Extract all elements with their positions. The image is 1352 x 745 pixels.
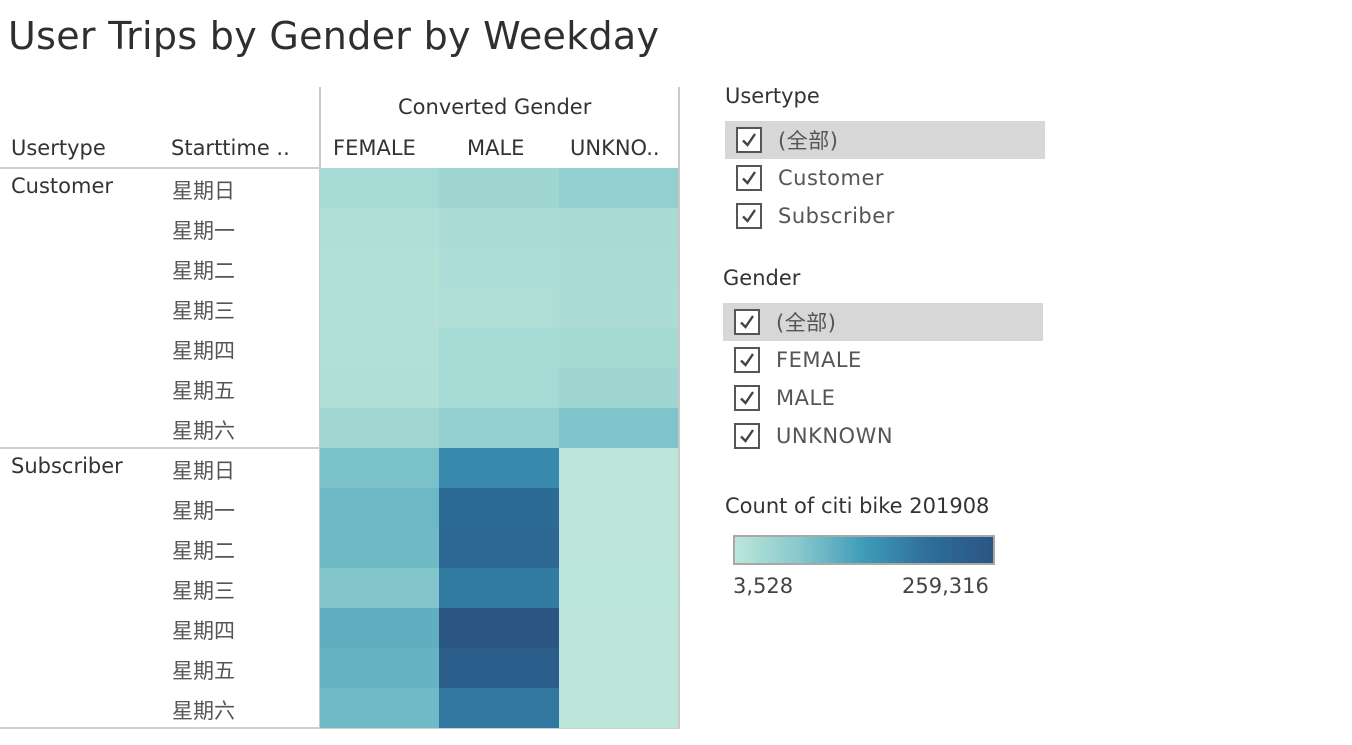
checkbox-checked-icon[interactable]	[734, 347, 760, 373]
row-label[interactable]: 星期三	[172, 579, 235, 603]
heatmap-cell[interactable]	[439, 368, 559, 408]
usertype-filter-title: Usertype	[725, 84, 820, 108]
usertype-filter-customer[interactable]: Customer	[725, 159, 1045, 197]
row-label[interactable]: 星期二	[172, 259, 235, 283]
heatmap-cell[interactable]	[439, 248, 559, 288]
filter-option-label: Customer	[778, 166, 885, 190]
heatmap-cell[interactable]	[439, 328, 559, 368]
heatmap-cell[interactable]	[439, 488, 559, 528]
heatmap-cell[interactable]	[559, 608, 678, 648]
heatmap-cell[interactable]	[439, 608, 559, 648]
heatmap-cell[interactable]	[559, 208, 678, 248]
heatmap-cell[interactable]	[439, 448, 559, 488]
heatmap-cell[interactable]	[320, 368, 439, 408]
gender-filter-unknown[interactable]: UNKNOWN	[723, 417, 1043, 455]
row-label[interactable]: 星期六	[172, 419, 235, 443]
heatmap-cell[interactable]	[559, 528, 678, 568]
heatmap-cell[interactable]	[320, 608, 439, 648]
col-header-female[interactable]: FEMALE	[333, 136, 416, 160]
row-label[interactable]: 星期一	[172, 219, 235, 243]
starttime-column-header[interactable]: Starttime ..	[171, 136, 290, 160]
legend-max-label: 259,316	[902, 574, 989, 598]
col-header-unknown[interactable]: UNKNO..	[570, 136, 660, 160]
chart-title: User Trips by Gender by Weekday	[8, 14, 660, 58]
heatmap-cell[interactable]	[320, 408, 439, 448]
filter-option-label: MALE	[776, 386, 836, 410]
gender-filter-all[interactable]: (全部)	[723, 303, 1043, 341]
row-label[interactable]: 星期五	[172, 379, 235, 403]
heatmap-cell[interactable]	[559, 688, 678, 728]
gender-filter-female[interactable]: FEMALE	[723, 341, 1043, 379]
heatmap-cell[interactable]	[559, 328, 678, 368]
gender-column-header: Converted Gender	[398, 95, 592, 119]
heatmap-cell[interactable]	[320, 488, 439, 528]
heatmap-cell[interactable]	[320, 448, 439, 488]
heatmap-cell[interactable]	[320, 688, 439, 728]
filter-option-label: FEMALE	[776, 348, 862, 372]
usertype-filter-all[interactable]: (全部)	[725, 121, 1045, 159]
heatmap-cell[interactable]	[559, 168, 678, 208]
row-group-subscriber[interactable]: Subscriber	[11, 454, 123, 478]
heatmap-cell[interactable]	[559, 248, 678, 288]
row-label[interactable]: 星期日	[172, 459, 235, 483]
heatmap-cell[interactable]	[559, 368, 678, 408]
header-divider-right	[678, 87, 680, 728]
col-header-male[interactable]: MALE	[467, 136, 525, 160]
checkbox-checked-icon[interactable]	[736, 203, 762, 229]
heatmap-grid	[320, 168, 678, 728]
legend-color-ramp	[733, 535, 995, 565]
gender-filter-male[interactable]: MALE	[723, 379, 1043, 417]
checkbox-checked-icon[interactable]	[734, 385, 760, 411]
heatmap-cell[interactable]	[559, 288, 678, 328]
group-divider-line	[0, 447, 320, 449]
heatmap-cell[interactable]	[439, 648, 559, 688]
heatmap-cell[interactable]	[320, 648, 439, 688]
heatmap-cell[interactable]	[320, 528, 439, 568]
checkbox-checked-icon[interactable]	[736, 127, 762, 153]
checkbox-checked-icon[interactable]	[736, 165, 762, 191]
heatmap-cell[interactable]	[439, 688, 559, 728]
heatmap-cell[interactable]	[320, 208, 439, 248]
heatmap-cell[interactable]	[559, 448, 678, 488]
heatmap-cell[interactable]	[439, 408, 559, 448]
usertype-column-header[interactable]: Usertype	[11, 136, 106, 160]
row-label[interactable]: 星期六	[172, 699, 235, 723]
checkbox-checked-icon[interactable]	[734, 423, 760, 449]
row-label[interactable]: 星期一	[172, 499, 235, 523]
heatmap-cell[interactable]	[320, 328, 439, 368]
heatmap-cell[interactable]	[439, 568, 559, 608]
heatmap-cell[interactable]	[439, 288, 559, 328]
heatmap-cell[interactable]	[559, 648, 678, 688]
filter-option-label: (全部)	[776, 311, 837, 335]
checkbox-checked-icon[interactable]	[734, 309, 760, 335]
heatmap-cell[interactable]	[439, 168, 559, 208]
legend-title: Count of citi bike 201908	[725, 494, 990, 518]
filter-option-label: UNKNOWN	[776, 424, 894, 448]
heatmap-cell[interactable]	[320, 168, 439, 208]
row-label[interactable]: 星期四	[172, 619, 235, 643]
header-bottom-line	[0, 167, 320, 169]
heatmap-cell[interactable]	[439, 528, 559, 568]
heatmap-cell[interactable]	[559, 568, 678, 608]
row-label[interactable]: 星期日	[172, 179, 235, 203]
usertype-filter-subscriber[interactable]: Subscriber	[725, 197, 1045, 235]
filter-option-label: Subscriber	[778, 204, 895, 228]
row-label[interactable]: 星期三	[172, 299, 235, 323]
legend-min-label: 3,528	[733, 574, 794, 598]
heatmap-cell[interactable]	[439, 208, 559, 248]
heatmap-cell[interactable]	[320, 248, 439, 288]
row-label[interactable]: 星期二	[172, 539, 235, 563]
row-label[interactable]: 星期五	[172, 659, 235, 683]
table-bottom-line	[0, 727, 680, 729]
heatmap-cell[interactable]	[559, 408, 678, 448]
row-group-customer[interactable]: Customer	[11, 174, 114, 198]
gender-filter-title: Gender	[723, 266, 801, 290]
heatmap-cell[interactable]	[320, 568, 439, 608]
heatmap-cell[interactable]	[320, 288, 439, 328]
heatmap-cell[interactable]	[559, 488, 678, 528]
filter-option-label: (全部)	[778, 129, 839, 153]
row-label[interactable]: 星期四	[172, 339, 235, 363]
